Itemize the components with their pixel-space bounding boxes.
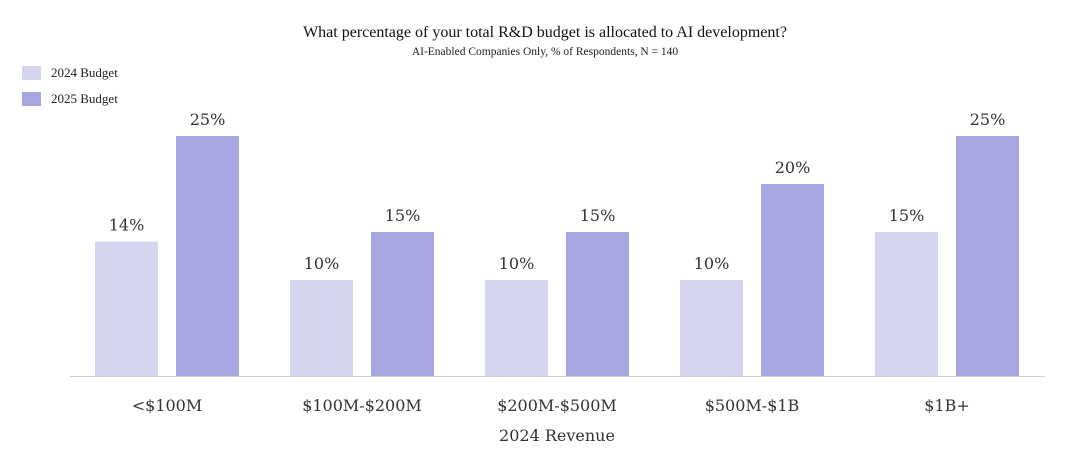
legend-item-2025: 2025 Budget	[22, 86, 118, 112]
value-label-2024-cat-1: 10%	[304, 254, 340, 273]
bar-2025-cat-1	[371, 232, 434, 376]
chart-subtitle: AI-Enabled Companies Only, % of Responde…	[411, 46, 679, 58]
x-tick-label-cat-1: $100M-$200M	[302, 396, 422, 415]
value-label-2025-cat-3: 20%	[775, 158, 811, 177]
bar-2025-cat-0	[176, 136, 239, 376]
value-label-2025-cat-4: 25%	[970, 110, 1006, 129]
x-tick-label-cat-4: $1B+	[924, 396, 970, 415]
value-label-2025-cat-1: 15%	[385, 206, 421, 225]
legend-swatch-2024	[22, 66, 41, 80]
bar-2024-cat-1	[290, 280, 353, 376]
bar-2024-cat-2	[485, 280, 548, 376]
value-label-2025-cat-0: 25%	[190, 110, 226, 129]
legend-label-2025: 2025 Budget	[51, 91, 118, 106]
value-label-2024-cat-0: 14%	[109, 216, 145, 235]
bar-2024-cat-4	[875, 232, 938, 376]
value-label-2024-cat-3: 10%	[694, 254, 730, 273]
bar-2024-cat-3	[680, 280, 743, 376]
value-label-2025-cat-2: 15%	[580, 206, 616, 225]
chart-title: What percentage of your total R&D budget…	[303, 24, 787, 41]
x-tick-label-cat-0: <$100M	[132, 396, 203, 415]
bar-2025-cat-2	[566, 232, 629, 376]
x-tick-label-cat-3: $500M-$1B	[705, 396, 800, 415]
bar-2025-cat-3	[761, 184, 824, 376]
bar-2025-cat-4	[956, 136, 1019, 376]
bar-2024-cat-0	[95, 241, 158, 376]
legend-swatch-2025	[22, 92, 41, 106]
legend-item-2024: 2024 Budget	[22, 60, 118, 86]
value-label-2024-cat-4: 15%	[889, 206, 925, 225]
legend: 2024 Budget 2025 Budget	[22, 60, 118, 112]
value-label-2024-cat-2: 10%	[499, 254, 535, 273]
x-tick-label-cat-2: $200M-$500M	[497, 396, 617, 415]
legend-label-2024: 2024 Budget	[51, 65, 118, 80]
x-axis-title: 2024 Revenue	[499, 426, 615, 445]
